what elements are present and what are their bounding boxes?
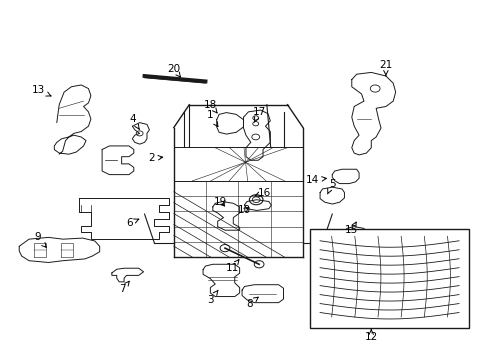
Text: 4: 4 [129,114,139,129]
Bar [310,229,468,328]
Text: 15: 15 [345,222,358,235]
Text: 16: 16 [254,188,270,198]
Text: 2: 2 [148,153,163,163]
Text: 1: 1 [206,111,218,127]
Text: 8: 8 [245,297,258,309]
Text: 12: 12 [364,329,377,342]
Text: 10: 10 [238,206,250,216]
Text: 19: 19 [213,197,226,207]
Text: 14: 14 [305,175,325,185]
Text: 18: 18 [203,100,217,113]
Text: 11: 11 [225,260,239,273]
Text: 21: 21 [379,60,392,76]
Text: 3: 3 [206,290,218,305]
Text: 6: 6 [126,218,139,228]
Text: 17: 17 [252,107,265,122]
Text: 20: 20 [167,64,180,77]
Text: 5: 5 [327,179,335,194]
Text: 9: 9 [34,232,46,247]
Text: 7: 7 [119,281,129,294]
Text: 13: 13 [32,85,51,96]
